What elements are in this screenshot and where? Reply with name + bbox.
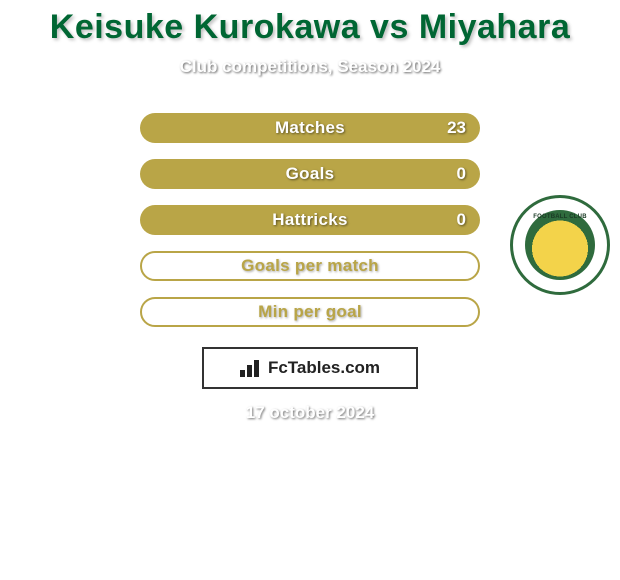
placeholder-ellipse xyxy=(7,113,113,143)
stat-label: Goals per match xyxy=(241,256,379,276)
header: Keisuke Kurokawa vs Miyahara Club compet… xyxy=(0,0,620,77)
brand-box[interactable]: FcTables.com xyxy=(202,347,418,389)
content: FOOTBALL CLUB Matches 23 Goals 0 Hattric… xyxy=(0,113,620,423)
bar-chart-icon xyxy=(240,359,262,377)
stat-label: Hattricks xyxy=(272,210,347,230)
stat-value: 23 xyxy=(447,118,466,138)
placeholder-ellipse xyxy=(7,167,113,197)
brand-text: FcTables.com xyxy=(268,358,380,378)
stat-bar-matches: Matches 23 xyxy=(140,113,480,143)
stat-label: Min per goal xyxy=(258,302,362,322)
page-subtitle: Club competitions, Season 2024 xyxy=(0,57,620,77)
left-player-column xyxy=(0,113,120,221)
stat-label: Goals xyxy=(286,164,335,184)
stat-bar-goals-per-match: Goals per match xyxy=(140,251,480,281)
stat-value: 0 xyxy=(457,164,466,184)
date-text: 17 october 2024 xyxy=(0,403,620,423)
club-badge-text: FOOTBALL CLUB xyxy=(525,214,595,220)
page-title: Keisuke Kurokawa vs Miyahara xyxy=(0,8,620,47)
club-badge-inner: FOOTBALL CLUB xyxy=(525,210,595,280)
club-badge: FOOTBALL CLUB xyxy=(510,195,610,295)
right-player-column: FOOTBALL CLUB xyxy=(500,113,620,295)
stat-bar-goals: Goals 0 xyxy=(140,159,480,189)
stat-label: Matches xyxy=(275,118,345,138)
stat-bars: Matches 23 Goals 0 Hattricks 0 Goals per… xyxy=(140,113,480,327)
stat-bar-hattricks: Hattricks 0 xyxy=(140,205,480,235)
placeholder-ellipse xyxy=(507,113,613,143)
stat-bar-min-per-goal: Min per goal xyxy=(140,297,480,327)
stat-value: 0 xyxy=(457,210,466,230)
